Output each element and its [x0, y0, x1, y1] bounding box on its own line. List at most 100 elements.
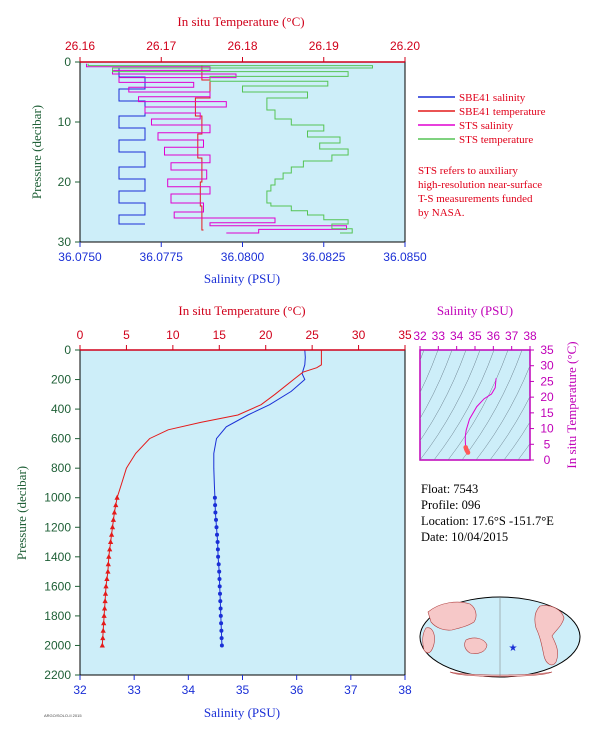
p2-bottom-tick-label: 34	[182, 683, 196, 697]
legend-label-sbe41-salinity: SBE41 salinity	[459, 92, 526, 104]
p2-salinity-marker	[217, 584, 222, 589]
p3-right-tick-label: 35	[540, 343, 554, 357]
panel-near-surface: In situ Temperature (°C) 26.16 26.17 26.18…	[29, 14, 427, 286]
p3-top-tick-label: 37	[505, 329, 519, 343]
p2-left-tick-label: 2200	[44, 668, 71, 682]
p2-bottom-tick-label: 37	[344, 683, 358, 697]
p2-top-tick-label: 30	[352, 328, 366, 342]
p3-density-contour	[420, 350, 467, 442]
p1-bottom-tick-label: 36.0850	[383, 250, 427, 264]
p2-plot-area	[79, 349, 406, 676]
p3-top-tick-label: 32	[413, 329, 427, 343]
p2-temperature-marker	[114, 494, 120, 500]
p1-bottom-tick-label: 36.0775	[140, 250, 184, 264]
p3-right-tick-label: 5	[544, 437, 551, 451]
p3-top-tick-label: 33	[432, 329, 446, 343]
p1-top-tick-label: 26.16	[65, 39, 95, 53]
p2-temperature-marker	[103, 583, 109, 589]
p2-temperature-marker	[105, 568, 111, 574]
p2-temperature-marker	[101, 620, 107, 626]
p3-density-contour	[503, 421, 530, 460]
p1-line-3	[87, 63, 373, 234]
p3-top-tick-labels: 32 33 34 35 36 37 38	[413, 329, 537, 350]
p2-bottom-tick-label: 33	[127, 683, 141, 697]
p2-bottom-tick-label: 36	[290, 683, 304, 697]
p2-salinity-marker	[213, 510, 218, 515]
p2-salinity-marker	[214, 525, 219, 530]
p3-right-tick-label: 20	[540, 390, 554, 404]
p2-salinity-marker	[218, 591, 222, 596]
p2-salinity-marker	[219, 628, 224, 633]
p1-left-tick-label: 20	[58, 175, 72, 189]
p1-left-tick-label: 0	[64, 55, 71, 69]
p1-left-tick-label: 10	[58, 115, 72, 129]
p2-salinity-marker	[214, 517, 218, 522]
p2-left-tick-label: 800	[51, 461, 71, 475]
p2-salinity-marker	[218, 606, 223, 611]
p3-right-tick-label: 0	[544, 453, 551, 467]
p2-temperature-marker	[106, 553, 112, 559]
footer-tag: ARGO/SOLO-II 2015	[44, 713, 82, 718]
p2-top-tick-label: 35	[398, 328, 412, 342]
p2-salinity-marker	[216, 562, 221, 567]
p1-top-axis-title: In situ Temperature (°C)	[177, 14, 304, 29]
p3-density-contours	[420, 350, 530, 460]
p2-salinity-marker	[217, 569, 222, 574]
p3-density-contour	[420, 350, 453, 420]
map-africa	[422, 627, 435, 654]
p3-density-contour	[433, 350, 495, 460]
p3-plot-area	[419, 349, 531, 461]
p2-salinity-marker	[218, 613, 223, 618]
p2-temperature-marker	[99, 642, 105, 648]
p1-bottom-axis-title: Salinity (PSU)	[204, 271, 280, 286]
legend-label-sts-salinity: STS salinity	[459, 120, 514, 132]
float-number: Float: 7543	[421, 482, 478, 496]
map-continents	[422, 601, 565, 677]
p2-top-tick-labels: 0 5 10 15 20 25 30 35	[77, 328, 412, 350]
float-info: Float: 7543 Profile: 096 Location: 17.6°…	[421, 482, 554, 544]
p2-top-tick-label: 5	[123, 328, 130, 342]
p2-temperature-marker	[109, 531, 115, 537]
p2-top-tick-label: 0	[77, 328, 84, 342]
p2-temperature-marker	[104, 576, 110, 581]
p2-temperature-marker	[110, 516, 116, 522]
p2-top-tick-label: 25	[305, 328, 319, 342]
p2-temperature-marker	[113, 502, 119, 508]
profile-date: Date: 10/04/2015	[421, 530, 508, 544]
p2-left-tick-label: 1200	[44, 520, 71, 534]
p1-bottom-tick-label: 36.0800	[221, 250, 265, 264]
p2-bottom-tick-label: 32	[73, 683, 87, 697]
p2-temperature-marker	[101, 612, 107, 618]
p2-left-tick-label: 200	[51, 373, 71, 387]
p2-left-tick-label: 1400	[44, 550, 71, 564]
p2-left-tick-label: 1800	[44, 609, 71, 623]
p2-salinity-marker	[215, 547, 220, 552]
p2-left-tick-label: 0	[64, 343, 71, 357]
p2-top-tick-label: 15	[213, 328, 227, 342]
p3-density-contour	[517, 443, 530, 460]
p1-left-tick-labels: 0 10 20 30	[58, 55, 80, 249]
p2-temperature-marker	[102, 598, 108, 604]
p3-density-contour	[420, 350, 439, 394]
p2-top-tick-label: 20	[259, 328, 273, 342]
p3-top-axis-title: Salinity (PSU)	[437, 303, 513, 318]
p2-top-tick-label: 10	[166, 328, 180, 342]
legend: SBE41 salinity SBE41 temperature STS sal…	[418, 92, 546, 219]
p2-salinity-marker	[219, 621, 224, 626]
p3-top-tick-label: 34	[450, 329, 464, 343]
float-position-marker: ★	[509, 643, 518, 654]
p2-bottom-axis-title: Salinity (PSU)	[204, 705, 280, 720]
p3-right-tick-label: 25	[540, 374, 554, 388]
p2-salinity-marker	[215, 532, 219, 537]
p1-top-tick-label: 26.17	[146, 39, 176, 53]
p3-right-tick-label: 15	[540, 406, 554, 420]
p2-bottom-tick-label: 38	[398, 683, 412, 697]
p2-salinity-marker	[215, 540, 220, 544]
panel-full-profile: In situ Temperature (°C) 0 5 10 15 20 25 30 35 …	[14, 303, 412, 720]
p2-temperature-marker	[100, 627, 106, 633]
p2-left-tick-label: 400	[51, 402, 71, 416]
legend-label-sts-temperature: STS temperature	[459, 134, 533, 146]
p2-temperature-marker	[111, 509, 117, 515]
